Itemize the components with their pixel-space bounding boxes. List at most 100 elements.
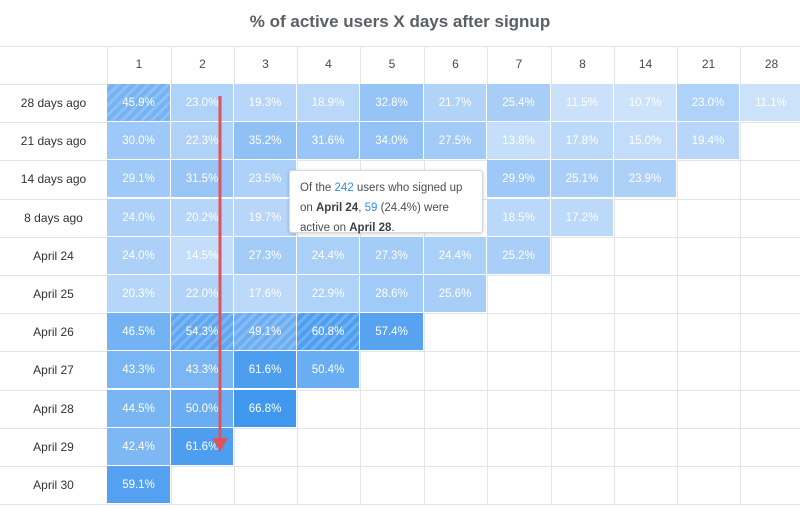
- grid-line: [614, 46, 615, 505]
- heatmap-cell[interactable]: 45.9%: [107, 84, 171, 122]
- row-label: April 28: [33, 402, 74, 416]
- heatmap-cell[interactable]: 22.9%: [297, 275, 360, 313]
- heatmap-cell[interactable]: 57.4%: [360, 313, 424, 351]
- heatmap-cell[interactable]: 24.0%: [107, 199, 171, 237]
- grid-line: [0, 390, 800, 391]
- tooltip-signup-date: April 24: [316, 202, 359, 214]
- heatmap-cell[interactable]: 54.3%: [171, 313, 234, 351]
- grid-line: [0, 428, 800, 429]
- heatmap-cell[interactable]: 43.3%: [171, 351, 234, 389]
- heatmap-cell[interactable]: 29.9%: [487, 160, 551, 198]
- heatmap-cell[interactable]: 18.5%: [487, 199, 551, 237]
- column-header: 3: [262, 57, 269, 71]
- heatmap-cell[interactable]: 24.4%: [424, 237, 487, 275]
- heatmap-cell[interactable]: 15.0%: [614, 122, 677, 160]
- heatmap-cell[interactable]: 29.1%: [107, 160, 171, 198]
- heatmap-cell[interactable]: 25.1%: [551, 160, 614, 198]
- row-label: April 29: [33, 440, 74, 454]
- heatmap-cell[interactable]: 19.4%: [677, 122, 740, 160]
- heatmap-cell[interactable]: 20.3%: [107, 275, 171, 313]
- row-label: 28 days ago: [20, 96, 87, 110]
- column-header: 28: [764, 57, 779, 71]
- row-label: April 27: [33, 363, 74, 377]
- grid-line: [740, 46, 741, 505]
- heatmap-cell[interactable]: 24.0%: [107, 237, 171, 275]
- heatmap-cell[interactable]: 19.7%: [234, 199, 297, 237]
- heatmap-cell[interactable]: 23.9%: [614, 160, 677, 198]
- heatmap-cell[interactable]: 42.4%: [107, 428, 171, 466]
- heatmap-cell[interactable]: 32.8%: [360, 84, 424, 122]
- grid-line: [551, 46, 552, 505]
- row-label: April 24: [33, 249, 74, 263]
- heatmap-cell[interactable]: 10.7%: [614, 84, 677, 122]
- heatmap-cell[interactable]: 18.9%: [297, 84, 360, 122]
- heatmap-cell[interactable]: 23.0%: [677, 84, 740, 122]
- heatmap-cell[interactable]: 11.5%: [551, 84, 614, 122]
- row-label: 14 days ago: [20, 172, 87, 186]
- heatmap-cell[interactable]: 25.6%: [424, 275, 487, 313]
- heatmap-cell[interactable]: 14.5%: [171, 237, 234, 275]
- heatmap-cell[interactable]: 43.3%: [107, 351, 171, 389]
- heatmap-cell[interactable]: 49.1%: [234, 313, 297, 351]
- heatmap-cell[interactable]: 17.6%: [234, 275, 297, 313]
- heatmap-cell[interactable]: 11.1%: [740, 84, 800, 122]
- heatmap-cell[interactable]: 13.8%: [487, 122, 551, 160]
- heatmap-cell[interactable]: 46.5%: [107, 313, 171, 351]
- grid-line: [487, 46, 488, 505]
- heatmap-cell[interactable]: 31.6%: [297, 122, 360, 160]
- grid-line: [677, 46, 678, 505]
- heatmap-cell[interactable]: 44.5%: [107, 390, 171, 428]
- grid-line: [0, 504, 800, 505]
- heatmap-cell[interactable]: 27.3%: [360, 237, 424, 275]
- heatmap-cell[interactable]: 27.5%: [424, 122, 487, 160]
- heatmap-cell[interactable]: 24.4%: [297, 237, 360, 275]
- heatmap-cell[interactable]: 20.2%: [171, 199, 234, 237]
- heatmap-cell[interactable]: 22.0%: [171, 275, 234, 313]
- column-header: 4: [325, 57, 332, 71]
- heatmap-cell[interactable]: 17.2%: [551, 199, 614, 237]
- heatmap-cell[interactable]: 59.1%: [107, 466, 171, 504]
- heatmap-cell[interactable]: 21.7%: [424, 84, 487, 122]
- grid-line: [0, 351, 800, 352]
- heatmap-cell[interactable]: 34.0%: [360, 122, 424, 160]
- heatmap-cell[interactable]: 30.0%: [107, 122, 171, 160]
- heatmap-cell[interactable]: 19.3%: [234, 84, 297, 122]
- grid-line: [0, 160, 800, 161]
- column-header: 5: [388, 57, 396, 71]
- heatmap-cell[interactable]: 61.6%: [234, 351, 297, 389]
- column-header: 1: [135, 57, 143, 71]
- row-label: 21 days ago: [20, 134, 87, 148]
- heatmap-cell[interactable]: 66.8%: [234, 390, 297, 428]
- heatmap-cell[interactable]: 23.5%: [234, 160, 297, 198]
- tooltip-active-date: April 28: [349, 222, 392, 234]
- heatmap-cell[interactable]: 22.3%: [171, 122, 234, 160]
- heatmap-cell[interactable]: 25.4%: [487, 84, 551, 122]
- tooltip-active-count: 59: [364, 202, 378, 214]
- grid-line: [0, 466, 800, 467]
- heatmap-cell[interactable]: 50.4%: [297, 351, 360, 389]
- column-header: 2: [199, 57, 206, 71]
- heatmap-cell[interactable]: 35.2%: [234, 122, 297, 160]
- heatmap-cell[interactable]: 17.8%: [551, 122, 614, 160]
- heatmap-cell[interactable]: 61.6%: [171, 428, 234, 466]
- column-header: 6: [452, 57, 459, 71]
- row-label: April 26: [33, 325, 74, 339]
- heatmap-cell[interactable]: 23.0%: [171, 84, 234, 122]
- row-label: April 30: [33, 478, 74, 492]
- heatmap-cell[interactable]: 60.8%: [297, 313, 360, 351]
- heatmap-cell[interactable]: 31.5%: [171, 160, 234, 198]
- cell-tooltip: Of the 242 users who signed up on April …: [289, 170, 483, 234]
- column-header: 21: [701, 57, 716, 71]
- heatmap-cell[interactable]: 28.6%: [360, 275, 424, 313]
- row-label: April 25: [33, 287, 74, 301]
- tooltip-users-count: 242: [334, 182, 354, 194]
- column-header: 7: [515, 57, 523, 71]
- chart-title: % of active users X days after signup: [249, 12, 551, 31]
- heatmap-cell[interactable]: 25.2%: [487, 237, 551, 275]
- heatmap-cell[interactable]: 27.3%: [234, 237, 297, 275]
- heatmap-cell[interactable]: 50.0%: [171, 390, 234, 428]
- row-label: 8 days ago: [24, 211, 83, 225]
- column-header: 14: [638, 57, 653, 71]
- grid-line: [0, 46, 800, 47]
